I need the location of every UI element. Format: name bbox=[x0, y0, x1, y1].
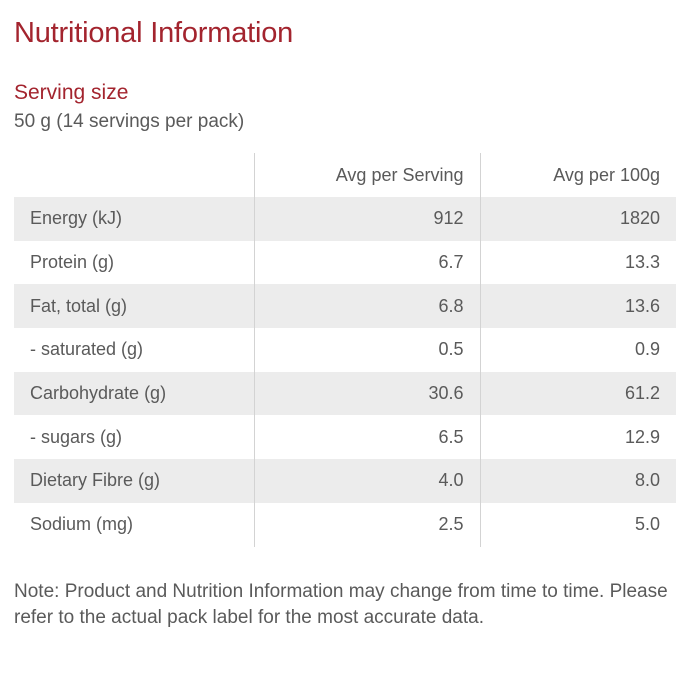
value-per-serving: 6.7 bbox=[253, 240, 480, 285]
value-per-serving: 0.5 bbox=[253, 328, 480, 372]
table-body: Energy (kJ) 912 1820 Protein (g) 6.7 13.… bbox=[14, 197, 676, 547]
nutrition-table: Avg per Serving Avg per 100g Energy (kJ)… bbox=[14, 153, 676, 547]
table-row: Fat, total (g) 6.8 13.6 bbox=[14, 284, 676, 329]
value-per-100g: 61.2 bbox=[479, 371, 676, 416]
nutrient-name: Fat, total (g) bbox=[14, 284, 254, 329]
table-row: Sodium (mg) 2.5 5.0 bbox=[14, 502, 676, 547]
value-per-100g: 0.9 bbox=[479, 328, 676, 372]
nutrient-name: Sodium (mg) bbox=[30, 514, 134, 535]
nutrient-name: - sugars (g) bbox=[30, 426, 123, 447]
value-per-100g: 12.9 bbox=[479, 415, 676, 460]
value-per-100g: 13.3 bbox=[479, 240, 676, 285]
disclaimer-note: Note: Product and Nutrition Information … bbox=[14, 581, 668, 629]
value-per-100g: 5.0 bbox=[479, 502, 676, 547]
table-row: - sugars (g) 6.5 12.9 bbox=[14, 415, 676, 460]
value-per-100g: 8.0 bbox=[479, 459, 676, 503]
header-row: Avg per Serving Avg per 100g bbox=[14, 153, 676, 197]
column-header-per-serving: Avg per Serving bbox=[253, 153, 480, 197]
page-title: Nutritional Information bbox=[14, 17, 294, 49]
value-per-100g: 1820 bbox=[479, 197, 676, 241]
value-per-serving: 6.8 bbox=[253, 284, 480, 329]
nutrient-name: Dietary Fibre (g) bbox=[14, 459, 254, 503]
nutrient-name: Protein (g) bbox=[30, 252, 115, 273]
table-row: Protein (g) 6.7 13.3 bbox=[14, 240, 676, 285]
value-per-serving: 912 bbox=[253, 197, 480, 241]
value-per-serving: 4.0 bbox=[253, 459, 480, 503]
serving-size-heading: Serving size bbox=[14, 81, 129, 104]
table-header: Avg per Serving Avg per 100g bbox=[14, 153, 676, 197]
value-per-100g: 13.6 bbox=[479, 284, 676, 329]
value-per-serving: 2.5 bbox=[253, 502, 480, 547]
nutrient-name: Energy (kJ) bbox=[14, 197, 254, 241]
table-row: Dietary Fibre (g) 4.0 8.0 bbox=[14, 459, 676, 503]
nutrient-name: - saturated (g) bbox=[30, 339, 144, 360]
column-header-nutrient bbox=[14, 153, 254, 197]
table-row: Energy (kJ) 912 1820 bbox=[14, 197, 676, 241]
table-row: Carbohydrate (g) 30.6 61.2 bbox=[14, 371, 676, 416]
table-row: - saturated (g) 0.5 0.9 bbox=[14, 328, 676, 372]
nutrient-name: Carbohydrate (g) bbox=[14, 371, 254, 416]
value-per-serving: 30.6 bbox=[253, 371, 480, 416]
value-per-serving: 6.5 bbox=[253, 415, 480, 460]
serving-size-value: 50 g (14 servings per pack) bbox=[14, 111, 245, 132]
column-header-per-100g: Avg per 100g bbox=[479, 153, 676, 197]
